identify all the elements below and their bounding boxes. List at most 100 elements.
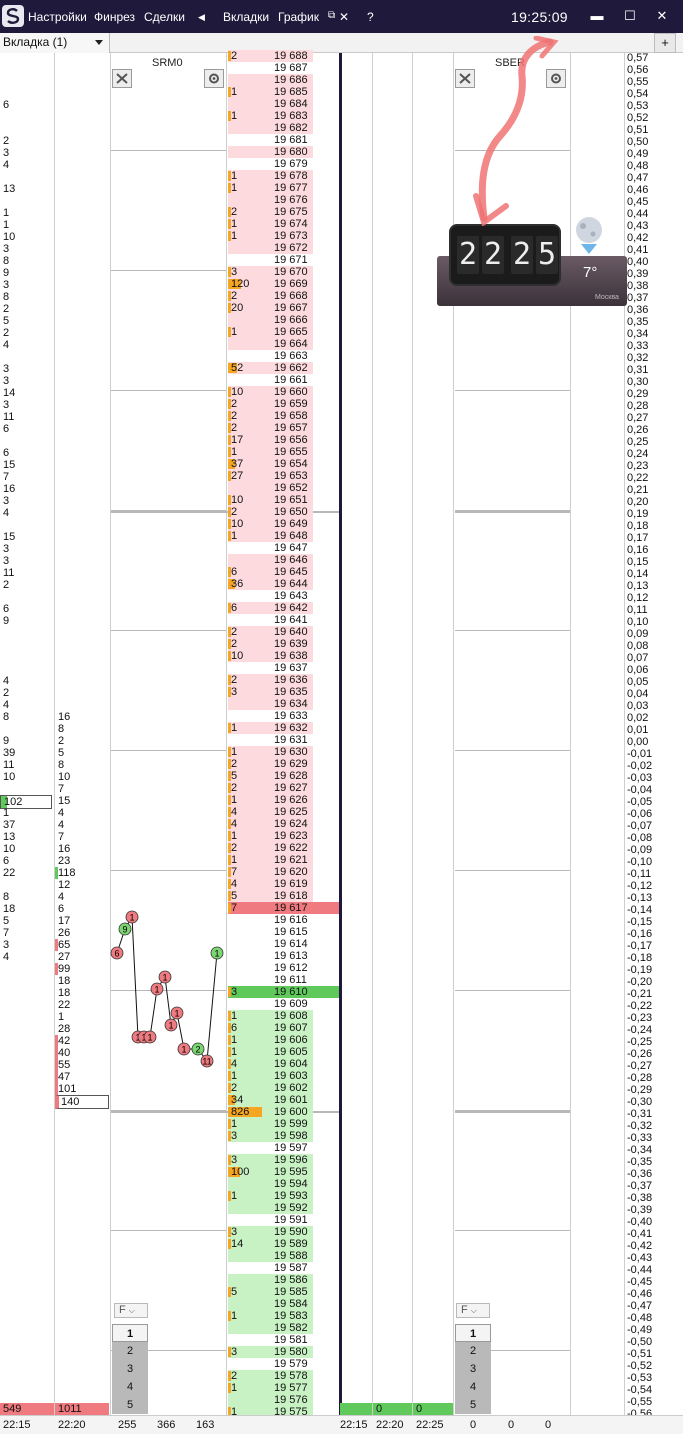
ask-row[interactable]: 2 19 622 (228, 842, 339, 854)
level-option[interactable]: 1 (112, 1324, 148, 1342)
ask-row[interactable]: 19 681 (228, 134, 339, 146)
ask-row[interactable]: 37 19 654 (228, 458, 339, 470)
bid-row[interactable]: 3 19 590 (228, 1226, 339, 1238)
trade-point[interactable] (164, 1018, 178, 1032)
ask-row[interactable]: 4 19 625 (228, 806, 339, 818)
bid-row[interactable]: 826 19 600 (228, 1106, 339, 1118)
bid-row[interactable]: 14 19 589 (228, 1238, 339, 1250)
trade-point[interactable] (210, 946, 224, 960)
level-option[interactable]: 2 (112, 1342, 148, 1360)
ask-row[interactable]: 5 19 618 (228, 890, 339, 902)
ask-row[interactable]: 19 687 (228, 62, 339, 74)
ask-row[interactable]: 2 19 636 (228, 674, 339, 686)
ask-row[interactable]: 7 19 620 (228, 866, 339, 878)
bid-row[interactable]: 19 576 (228, 1394, 339, 1406)
ask-row[interactable]: 1 19 632 (228, 722, 339, 734)
ask-row[interactable]: 2 19 627 (228, 782, 339, 794)
ask-row[interactable]: 19 646 (228, 554, 339, 566)
ask-row[interactable]: 19 637 (228, 662, 339, 674)
ask-row[interactable]: 7 19 617 (228, 902, 339, 914)
level-option[interactable]: 1 (455, 1324, 491, 1342)
bid-row[interactable]: 1 19 608 (228, 1010, 339, 1022)
trade-point[interactable] (143, 1030, 157, 1044)
ask-row[interactable]: 2 19 658 (228, 410, 339, 422)
ask-row[interactable]: 19 633 (228, 710, 339, 722)
ask-row[interactable]: 19 666 (228, 314, 339, 326)
ask-row[interactable]: 19 661 (228, 374, 339, 386)
ask-row[interactable]: 19 652 (228, 482, 339, 494)
price-row[interactable]: 19 615 (228, 926, 339, 938)
bid-row[interactable]: 19 579 (228, 1358, 339, 1370)
ask-row[interactable]: 17 19 656 (228, 434, 339, 446)
tab-selector[interactable]: Вкладка (1) (0, 33, 110, 53)
ask-row[interactable]: 10 19 651 (228, 494, 339, 506)
ask-row[interactable]: 19 671 (228, 254, 339, 266)
bid-row[interactable]: 1 19 603 (228, 1070, 339, 1082)
minimize-icon[interactable]: ▬ (590, 8, 604, 23)
ask-row[interactable]: 1 19 665 (228, 326, 339, 338)
level-option[interactable]: 5 (455, 1396, 491, 1414)
bid-row[interactable]: 2 19 602 (228, 1082, 339, 1094)
ask-row[interactable]: 20 19 667 (228, 302, 339, 314)
trade-point[interactable] (125, 910, 139, 924)
ask-row[interactable]: 2 19 650 (228, 506, 339, 518)
bid-row[interactable]: 1 19 605 (228, 1046, 339, 1058)
price-row[interactable]: 19 611 (228, 974, 339, 986)
close-window-icon[interactable]: ✕ (656, 8, 668, 23)
close-chart-button[interactable] (112, 69, 132, 88)
menu-deals[interactable]: Сделки (144, 10, 185, 24)
bid-row[interactable]: 1 19 577 (228, 1382, 339, 1394)
ask-row[interactable]: 4 19 619 (228, 878, 339, 890)
ask-row[interactable]: 2 19 629 (228, 758, 339, 770)
ask-row[interactable]: 10 19 660 (228, 386, 339, 398)
bid-row[interactable]: 34 19 601 (228, 1094, 339, 1106)
level-option[interactable]: 5 (112, 1396, 148, 1414)
ask-row[interactable]: 10 19 649 (228, 518, 339, 530)
menu-settings[interactable]: Настройки (28, 10, 87, 24)
level-option[interactable]: 4 (112, 1378, 148, 1396)
ask-row[interactable]: 36 19 644 (228, 578, 339, 590)
price-row[interactable]: 19 613 (228, 950, 339, 962)
ask-row[interactable]: 19 680 (228, 146, 339, 158)
bid-row[interactable]: 19 581 (228, 1334, 339, 1346)
ask-row[interactable]: 120 19 669 (228, 278, 339, 290)
ask-row[interactable]: 1 19 621 (228, 854, 339, 866)
bid-row[interactable]: 100 19 595 (228, 1166, 339, 1178)
trade-point[interactable] (200, 1054, 214, 1068)
filter-select-left[interactable]: F ⌵ (114, 1303, 148, 1318)
ask-row[interactable]: 19 682 (228, 122, 339, 134)
bid-row[interactable]: 19 597 (228, 1142, 339, 1154)
collapse-left-icon[interactable]: ◀ (198, 12, 205, 22)
ask-row[interactable]: 1 19 626 (228, 794, 339, 806)
ask-row[interactable]: 19 686 (228, 74, 339, 86)
bid-row[interactable]: 1 19 606 (228, 1034, 339, 1046)
ask-row[interactable]: 3 19 635 (228, 686, 339, 698)
trade-point[interactable] (191, 1042, 205, 1056)
bid-row[interactable]: 1 19 583 (228, 1310, 339, 1322)
ask-row[interactable]: 1 19 673 (228, 230, 339, 242)
ask-row[interactable]: 2 19 668 (228, 290, 339, 302)
level-option[interactable]: 2 (455, 1342, 491, 1360)
ask-row[interactable]: 19 643 (228, 590, 339, 602)
bid-row[interactable]: 1 19 593 (228, 1190, 339, 1202)
menu-finrez[interactable]: Финрез (94, 10, 136, 24)
ask-row[interactable]: 4 19 624 (228, 818, 339, 830)
ask-row[interactable]: 19 679 (228, 158, 339, 170)
weather-clock-widget[interactable]: 2 2 2 5 7° Москва (435, 214, 630, 308)
order-book[interactable]: 2 19 688 19 687 19 686 1 19 685 19 684 1 19 683 1… (228, 50, 339, 1430)
trade-point[interactable] (177, 1042, 191, 1056)
ask-row[interactable]: 19 672 (228, 242, 339, 254)
ask-row[interactable]: 1 19 623 (228, 830, 339, 842)
ask-row[interactable]: 2 19 640 (228, 626, 339, 638)
bid-row[interactable]: 19 586 (228, 1274, 339, 1286)
ask-row[interactable]: 1 19 683 (228, 110, 339, 122)
ask-row[interactable]: 19 684 (228, 98, 339, 110)
ask-row[interactable]: 2 19 688 (228, 50, 339, 62)
bid-row[interactable]: 19 587 (228, 1262, 339, 1274)
bid-row[interactable]: 19 591 (228, 1214, 339, 1226)
trade-point[interactable] (150, 982, 164, 996)
bid-row[interactable]: 3 19 598 (228, 1130, 339, 1142)
trade-point[interactable] (170, 1006, 184, 1020)
ask-row[interactable]: 1 19 674 (228, 218, 339, 230)
level-option[interactable]: 3 (112, 1360, 148, 1378)
